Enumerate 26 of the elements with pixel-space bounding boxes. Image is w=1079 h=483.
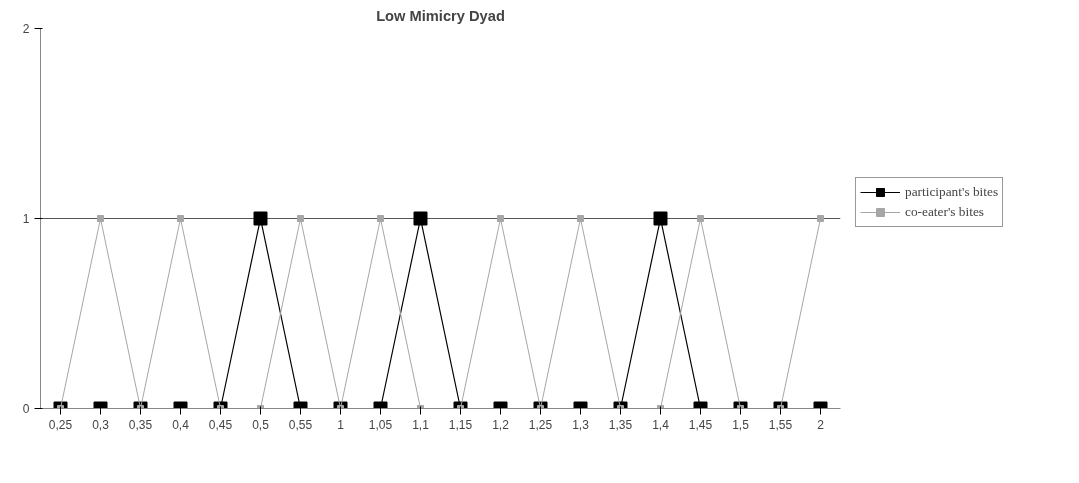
legend-label: participant's bites	[905, 184, 999, 201]
chart-title: Low Mimicry Dyad	[376, 7, 505, 24]
x-tick-label: 0,55	[288, 417, 313, 432]
x-tick-label: 0,5	[252, 417, 270, 432]
x-tick-label: 1,1	[412, 417, 430, 432]
x-tick-label: 1,3	[572, 417, 590, 432]
x-tick-label: 2	[817, 417, 825, 432]
x-tick-label: 1,25	[528, 417, 553, 432]
x-tick-label: 1,05	[368, 417, 393, 432]
x-tick-label: 1,15	[448, 417, 473, 432]
x-tick-label: 1,35	[608, 417, 633, 432]
x-tick-label: 1,45	[688, 417, 713, 432]
x-tick-label: 0,25	[48, 417, 73, 432]
x-tick-label: 0,35	[128, 417, 153, 432]
x-tick-label: 1,55	[768, 417, 793, 432]
x-tick-label: 1,5	[732, 417, 750, 432]
x-tick-label: 1,2	[492, 417, 510, 432]
y-tick-label: 2	[22, 22, 30, 36]
x-tick-label: 0,4	[172, 417, 190, 432]
legend-label: co-eater's bites	[905, 204, 984, 221]
x-tick-label: 1	[337, 417, 345, 432]
y-tick-label: 1	[22, 212, 30, 226]
y-tick-label: 0	[22, 402, 30, 416]
x-tick-label: 0,3	[92, 417, 110, 432]
x-tick-label: 1,4	[652, 417, 670, 432]
x-tick-label: 0,45	[208, 417, 233, 432]
